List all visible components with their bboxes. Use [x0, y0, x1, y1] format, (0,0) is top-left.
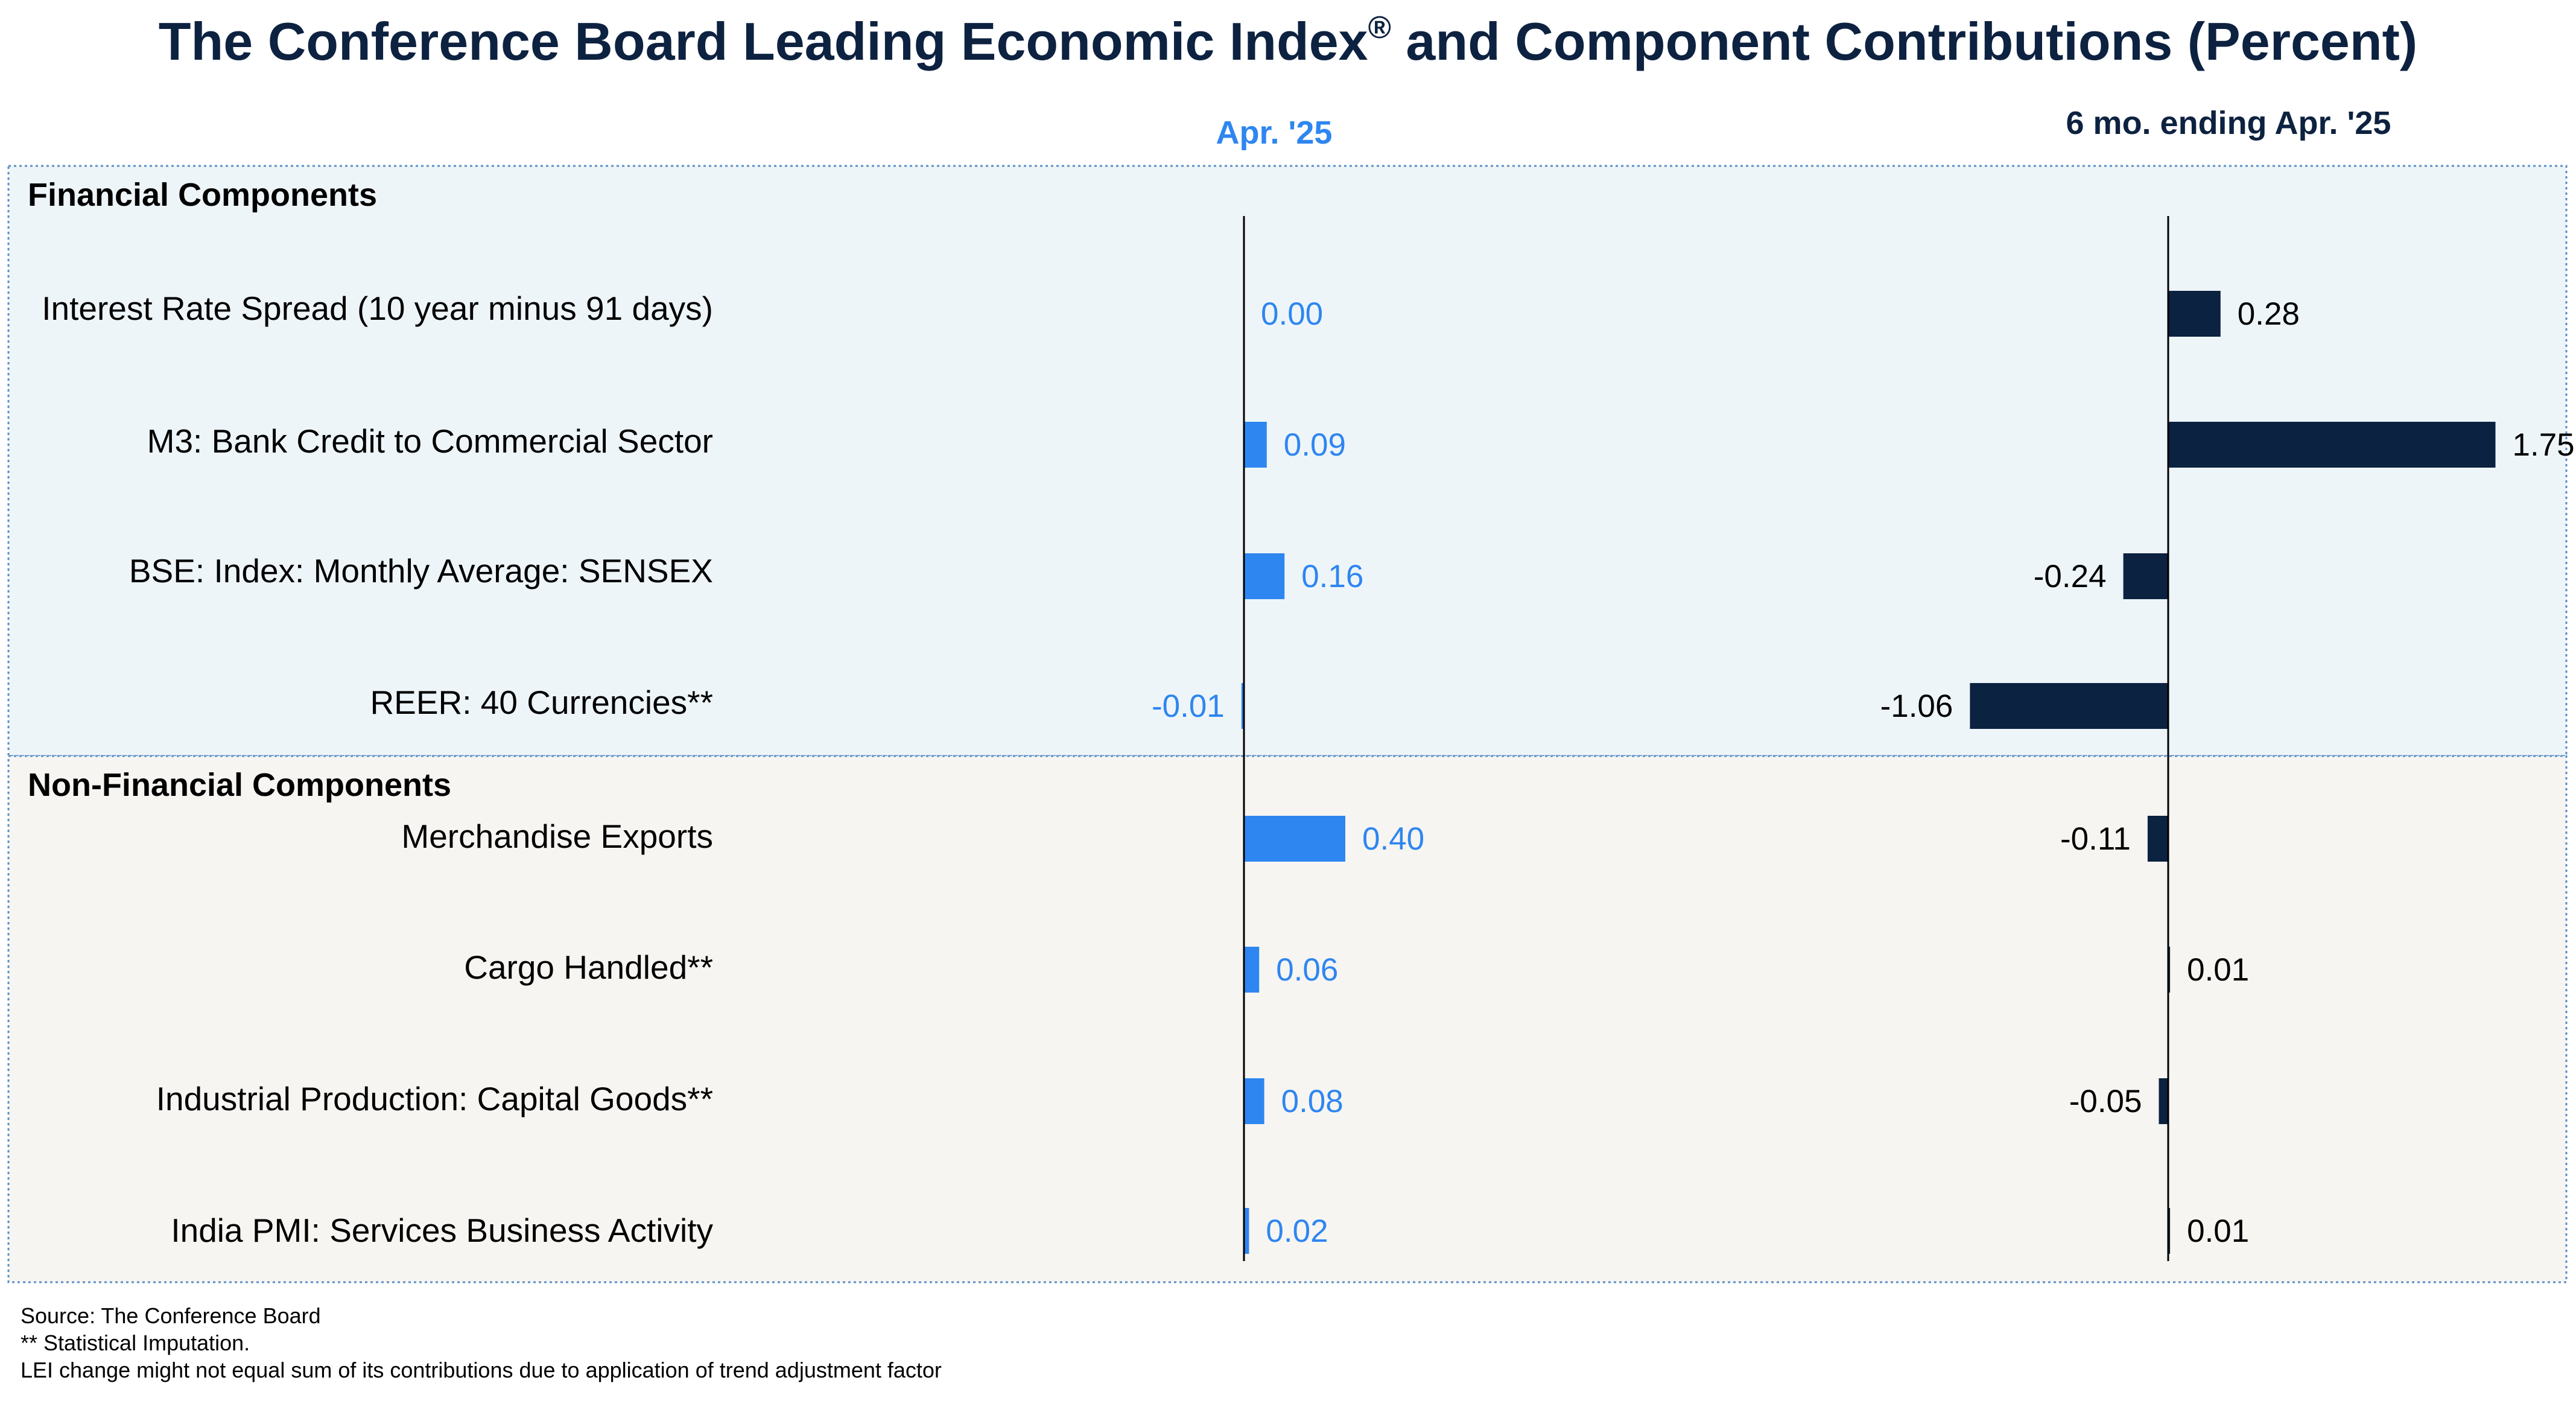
section-backgrounds [7, 165, 2568, 1283]
financial-section-label: Financial Components [28, 177, 377, 213]
apr-value-label: 0.00 [1261, 296, 1323, 332]
footnote-source: Source: The Conference Board [21, 1303, 321, 1328]
six-month-value-label: -1.06 [1880, 688, 1953, 724]
category-label: M3: Bank Credit to Commercial Sector [147, 422, 713, 460]
six-month-bar [2168, 947, 2171, 993]
category-label: Industrial Production: Capital Goods** [156, 1080, 713, 1117]
chart-title-rest: and Component Contributions (Percent) [1391, 11, 2418, 71]
apr-bar [1244, 422, 1267, 468]
category-label: Interest Rate Spread (10 year minus 91 d… [42, 290, 713, 327]
category-label: Merchandise Exports [401, 818, 713, 855]
zero-axes [1243, 216, 2169, 1261]
six-month-bar [1970, 683, 2168, 729]
six-month-bar [2159, 1078, 2168, 1124]
apr-bar [1244, 816, 1345, 862]
financial-section-panel [7, 165, 2568, 757]
six-month-bar [2168, 291, 2221, 337]
apr-bar [1244, 947, 1260, 993]
six-month-value-label: -0.05 [2069, 1084, 2142, 1119]
apr-value-label: 0.40 [1362, 821, 1424, 857]
footnotes: Source: The Conference Board ** Statisti… [21, 1302, 942, 1384]
apr-bar [1241, 683, 1244, 729]
six-month-value-label: 0.28 [2238, 296, 2300, 332]
chart-title-main: The Conference Board Leading Economic In… [158, 11, 1368, 71]
six-month-value-label: -0.11 [2060, 821, 2131, 857]
apr-bar [1244, 1078, 1264, 1124]
registered-mark: ® [1368, 10, 1391, 45]
category-labels: Financial Components Non-Financial Compon… [28, 105, 2391, 1249]
category-label: Cargo Handled** [464, 949, 713, 986]
apr-value-label: 0.08 [1281, 1084, 1344, 1119]
footnote-trend-adjustment: LEI change might not equal sum of its co… [21, 1358, 942, 1382]
six-month-bar [2168, 422, 2496, 468]
footnote-imputation: ** Statistical Imputation. [21, 1330, 250, 1355]
six-month-bar [2123, 553, 2168, 599]
category-label: REER: 40 Currencies** [370, 684, 713, 721]
six-month-value-label: 0.01 [2187, 1213, 2249, 1249]
category-label: BSE: Index: Monthly Average: SENSEX [129, 552, 713, 590]
apr-value-label: 0.09 [1284, 427, 1346, 463]
category-label: India PMI: Services Business Activity [171, 1212, 713, 1249]
six-month-value-label: 0.01 [2187, 952, 2249, 988]
apr-value-label: 0.06 [1276, 952, 1338, 988]
apr-bar [1244, 1208, 1249, 1254]
apr-column-header: Apr. '25 [1216, 115, 1333, 151]
six-month-bar [2168, 1208, 2171, 1254]
six-month-value-label: 1.75 [2513, 427, 2575, 463]
six-month-series-bars: 0.28 1.75 -0.24 -1.06 -0.11 0.01 -0.05 0.01 [1880, 291, 2575, 1254]
apr-series-bars: 0.00 0.09 0.16 -0.01 0.40 0.06 0.08 0.02 [1152, 296, 1424, 1254]
apr-value-label: -0.01 [1152, 688, 1225, 724]
six-month-value-label: -0.24 [2034, 559, 2107, 594]
apr-bar [1244, 553, 1285, 599]
apr-value-label: 0.16 [1301, 559, 1363, 594]
six-month-bar [2147, 816, 2168, 862]
six-month-column-header: 6 mo. ending Apr. '25 [2066, 105, 2391, 141]
non-financial-section-label: Non-Financial Components [28, 767, 451, 803]
chart-title: The Conference Board Leading Economic In… [0, 11, 2576, 72]
apr-value-label: 0.02 [1266, 1213, 1328, 1249]
